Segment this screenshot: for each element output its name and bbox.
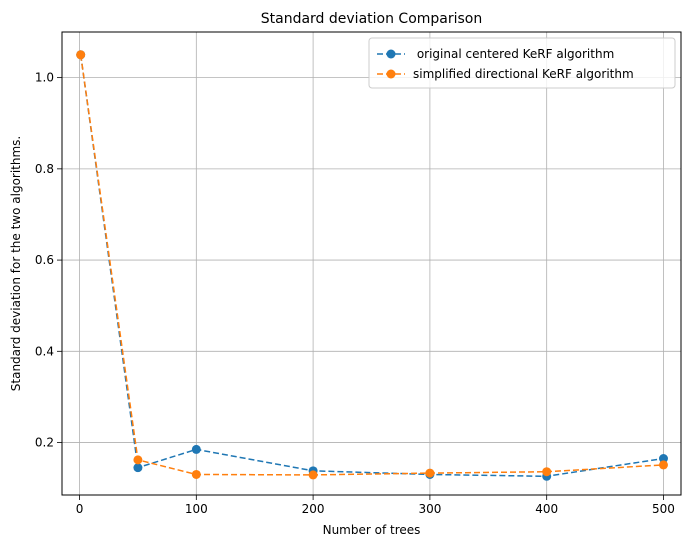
y-tick-label: 1.0 bbox=[35, 71, 54, 85]
x-tick-label: 300 bbox=[418, 502, 441, 516]
data-point bbox=[133, 463, 143, 473]
x-tick-label: 100 bbox=[185, 502, 208, 516]
x-tick-label: 500 bbox=[652, 502, 675, 516]
data-point bbox=[658, 454, 668, 464]
data-point bbox=[425, 468, 435, 478]
data-point bbox=[191, 469, 201, 479]
legend: original centered KeRF algorithm simplifi… bbox=[368, 37, 676, 89]
series-layer bbox=[76, 50, 668, 481]
data-point bbox=[133, 455, 143, 465]
y-tick-label: 0.2 bbox=[35, 436, 54, 450]
legend-item: original centered KeRF algorithm bbox=[377, 47, 614, 61]
legend-marker bbox=[386, 69, 396, 79]
data-point bbox=[542, 467, 552, 477]
data-point bbox=[308, 470, 318, 480]
x-tick-label: 0 bbox=[76, 502, 84, 516]
chart-title: Standard deviation Comparison bbox=[261, 11, 482, 27]
legend-label: simplified directional KeRF algorithm bbox=[413, 67, 634, 81]
legend-marker bbox=[386, 49, 396, 59]
y-axis-label: Standard deviation for the two algorithm… bbox=[9, 136, 23, 391]
data-point bbox=[76, 50, 86, 60]
plot-frame bbox=[61, 31, 682, 496]
legend-item: simplified directional KeRF algorithm bbox=[377, 67, 634, 81]
axis-ticks: 0 100 200 300 400 500 0.2 0.4 0.6 0.8 1.0 bbox=[35, 71, 675, 516]
x-tick-label: 400 bbox=[535, 502, 558, 516]
data-point bbox=[658, 460, 668, 470]
legend-label: original centered KeRF algorithm bbox=[413, 47, 614, 61]
x-axis-label: Number of trees bbox=[323, 523, 421, 537]
y-tick-label: 0.8 bbox=[35, 162, 54, 176]
legend-box bbox=[368, 37, 676, 89]
y-tick-label: 0.6 bbox=[35, 253, 54, 267]
x-tick-label: 200 bbox=[302, 502, 325, 516]
data-point bbox=[191, 444, 201, 454]
series-1 bbox=[76, 50, 668, 480]
y-tick-label: 0.4 bbox=[35, 344, 54, 358]
